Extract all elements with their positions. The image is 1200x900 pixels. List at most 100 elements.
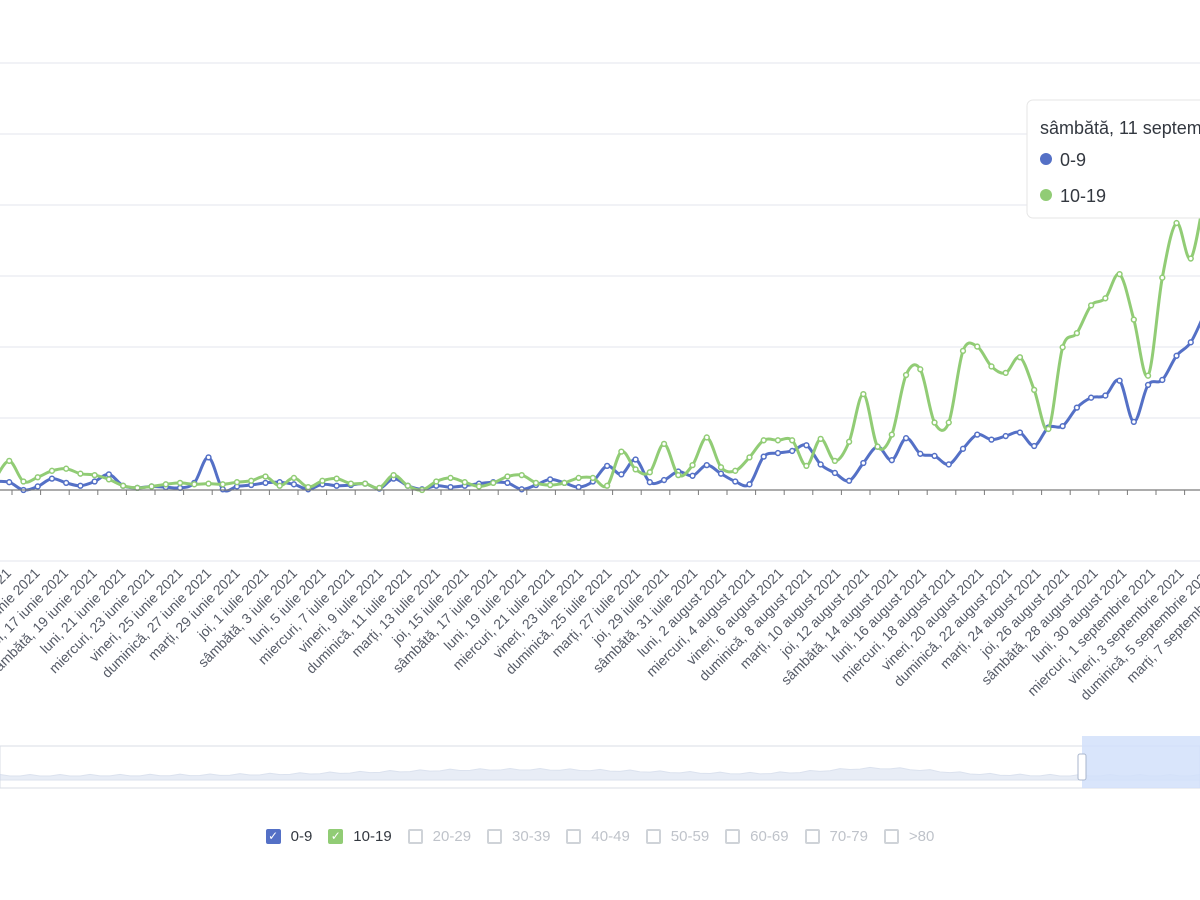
data-point-10-19[interactable]	[319, 477, 326, 484]
data-point-10-19[interactable]	[689, 462, 696, 469]
data-point-10-19[interactable]	[1002, 369, 1009, 377]
data-point-0-9[interactable]	[931, 452, 938, 460]
data-point-10-19[interactable]	[1173, 219, 1180, 227]
legend-item-0-9[interactable]: ✓ 0-9	[265, 828, 312, 845]
data-point-10-19[interactable]	[874, 443, 881, 450]
data-point-10-19[interactable]	[845, 438, 853, 445]
data-point-10-19[interactable]	[148, 483, 155, 490]
data-point-0-9[interactable]	[447, 484, 454, 491]
data-point-10-19[interactable]	[233, 479, 241, 486]
data-point-10-19[interactable]	[48, 467, 56, 474]
data-point-0-9[interactable]	[988, 436, 995, 443]
data-point-0-9[interactable]	[803, 442, 810, 449]
data-point-10-19[interactable]	[1144, 372, 1152, 379]
data-point-10-19[interactable]	[1130, 316, 1137, 323]
data-point-10-19[interactable]	[77, 470, 84, 477]
data-point-0-9[interactable]	[760, 453, 767, 460]
data-point-0-9[interactable]	[817, 461, 824, 468]
data-point-10-19[interactable]	[547, 481, 554, 489]
data-point-10-19[interactable]	[91, 471, 98, 479]
data-point-10-19[interactable]	[888, 431, 895, 438]
data-point-10-19[interactable]	[433, 478, 440, 485]
data-point-10-19[interactable]	[1087, 302, 1095, 309]
data-point-10-19[interactable]	[746, 454, 753, 461]
data-point-0-9[interactable]	[660, 476, 668, 484]
data-point-0-9[interactable]	[888, 457, 895, 464]
data-point-10-19[interactable]	[589, 474, 597, 482]
data-point-10-19[interactable]	[276, 482, 283, 489]
data-point-0-9[interactable]	[290, 481, 298, 488]
data-point-10-19[interactable]	[390, 471, 397, 479]
data-point-10-19[interactable]	[1159, 274, 1166, 281]
data-point-0-9[interactable]	[262, 479, 269, 487]
data-point-0-9[interactable]	[1002, 432, 1009, 440]
data-point-0-9[interactable]	[34, 483, 41, 490]
data-point-10-19[interactable]	[262, 473, 269, 480]
data-point-10-19[interactable]	[831, 457, 839, 465]
data-point-0-9[interactable]	[1016, 429, 1024, 436]
data-point-10-19[interactable]	[945, 419, 952, 426]
checkbox-icon[interactable]	[883, 828, 899, 844]
data-point-10-19[interactable]	[1031, 386, 1038, 394]
data-point-0-9[interactable]	[945, 461, 952, 468]
data-point-0-9[interactable]	[333, 482, 340, 489]
data-point-0-9[interactable]	[504, 479, 511, 487]
legend-item-50-59[interactable]: 50-59	[645, 828, 709, 845]
checkbox-icon[interactable]	[645, 828, 661, 844]
data-point-10-19[interactable]	[675, 471, 682, 479]
data-point-0-9[interactable]	[575, 484, 582, 491]
data-point-0-9[interactable]	[959, 445, 967, 452]
data-point-0-9[interactable]	[917, 450, 924, 457]
data-point-10-19[interactable]	[561, 479, 568, 487]
data-point-10-19[interactable]	[475, 483, 483, 490]
data-point-10-19[interactable]	[333, 475, 340, 482]
data-point-10-19[interactable]	[1102, 295, 1109, 302]
data-point-0-9[interactable]	[1116, 377, 1123, 384]
data-point-0-9[interactable]	[1144, 381, 1152, 389]
data-point-10-19[interactable]	[1073, 329, 1081, 337]
data-point-0-9[interactable]	[774, 449, 782, 457]
checkbox-icon[interactable]	[566, 828, 582, 844]
data-point-10-19[interactable]	[119, 482, 127, 489]
data-point-10-19[interactable]	[803, 462, 810, 470]
data-point-10-19[interactable]	[404, 482, 411, 489]
data-point-0-9[interactable]	[1187, 339, 1194, 346]
data-point-10-19[interactable]	[447, 474, 454, 482]
data-point-10-19[interactable]	[63, 465, 70, 472]
checkbox-icon[interactable]	[487, 828, 503, 844]
data-point-0-9[interactable]	[91, 478, 98, 485]
data-point-10-19[interactable]	[931, 419, 938, 426]
data-point-10-19[interactable]	[347, 480, 355, 487]
data-point-0-9[interactable]	[77, 482, 84, 489]
data-point-0-9[interactable]	[732, 478, 739, 485]
data-point-0-9[interactable]	[689, 472, 696, 479]
data-point-0-9[interactable]	[1159, 376, 1166, 384]
data-point-0-9[interactable]	[974, 431, 981, 438]
data-point-10-19[interactable]	[860, 391, 867, 398]
data-point-10-19[interactable]	[532, 479, 540, 487]
data-point-10-19[interactable]	[974, 343, 981, 350]
data-point-10-19[interactable]	[205, 480, 212, 487]
data-point-10-19[interactable]	[191, 481, 198, 488]
data-point-0-9[interactable]	[547, 476, 554, 483]
data-point-10-19[interactable]	[162, 481, 169, 488]
zoom-selected-window[interactable]	[1082, 736, 1200, 788]
data-point-10-19[interactable]	[618, 448, 625, 455]
data-point-10-19[interactable]	[603, 482, 611, 489]
data-point-10-19[interactable]	[504, 473, 511, 480]
data-point-0-9[interactable]	[860, 459, 867, 467]
data-point-0-9[interactable]	[746, 481, 753, 488]
data-point-0-9[interactable]	[48, 475, 56, 482]
legend-item-60-69[interactable]: 60-69	[725, 828, 789, 845]
data-point-0-9[interactable]	[1059, 422, 1066, 430]
checkbox-icon[interactable]	[804, 828, 820, 844]
data-point-10-19[interactable]	[1187, 255, 1194, 262]
data-point-0-9[interactable]	[6, 479, 13, 486]
data-point-0-9[interactable]	[703, 462, 710, 469]
checkbox-checked-icon[interactable]: ✓	[265, 828, 281, 844]
data-point-10-19[interactable]	[361, 480, 369, 487]
data-point-10-19[interactable]	[1016, 354, 1024, 361]
data-point-0-9[interactable]	[518, 486, 525, 493]
checkbox-checked-icon[interactable]: ✓	[328, 828, 344, 844]
data-point-0-9[interactable]	[603, 462, 611, 470]
